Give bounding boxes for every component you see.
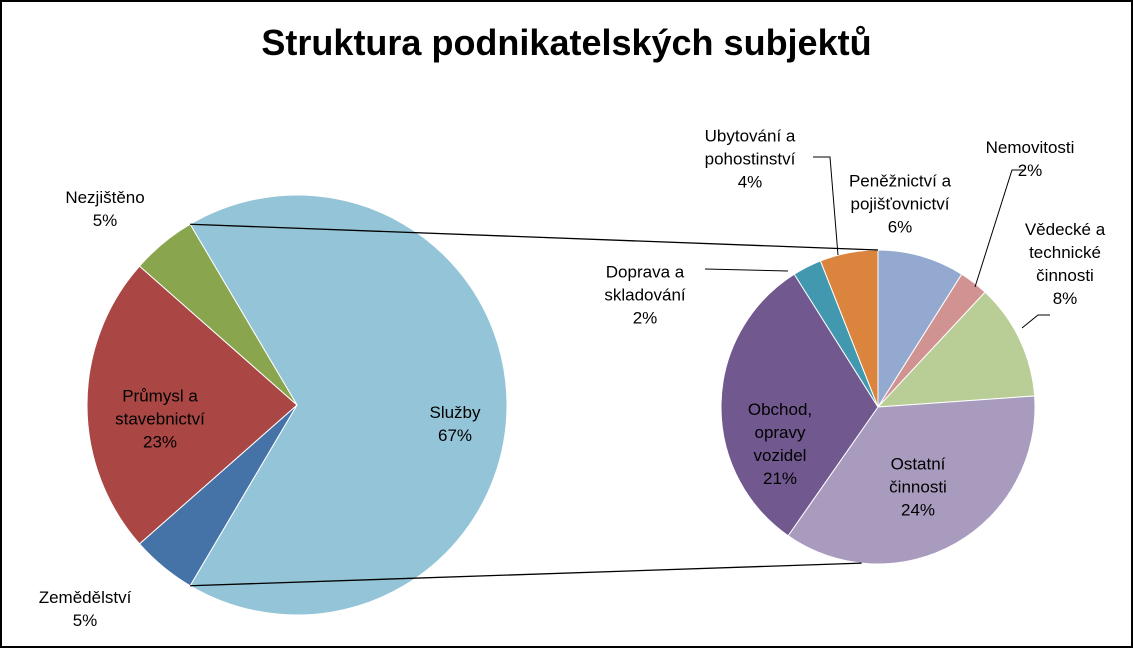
value-label: 67% <box>437 426 473 445</box>
category-label: Nemovitosti <box>985 138 1075 158</box>
pie-slice <box>877 249 963 409</box>
value-label: 21% <box>762 468 798 488</box>
data-label: Obchod, opravy vozidel 21% <box>735 399 825 491</box>
value-label: 24% <box>900 500 936 520</box>
value-label: 2% <box>632 308 658 328</box>
data-label: Vědecké a technické činnosti 8% <box>1015 219 1115 311</box>
category-label: Obchod, opravy vozidel <box>747 400 813 465</box>
value-label: 2% <box>1017 161 1043 180</box>
pie-slice <box>86 265 298 545</box>
data-label: Nemovitosti 2% <box>970 137 1090 183</box>
category-label: Služby <box>429 403 481 423</box>
value-label: 23% <box>142 432 178 452</box>
leader-line <box>813 156 839 256</box>
data-label: Ubytování a pohostinství 4% <box>685 126 815 195</box>
pie-slice <box>189 194 508 616</box>
value-label: 8% <box>1052 288 1078 308</box>
leader-line <box>1021 314 1050 329</box>
leader-line <box>974 169 1025 288</box>
connector-line <box>190 562 862 587</box>
data-label: Služby 67% <box>410 402 500 448</box>
category-label: Zemědělství <box>38 588 132 608</box>
pie-slice <box>787 395 1036 565</box>
data-label: Peněžnictví a pojišťovnictví 6% <box>820 171 980 240</box>
value-label: 6% <box>887 217 913 237</box>
data-label: Ostatní činnosti 24% <box>868 454 968 523</box>
category-label: Doprava a skladování <box>604 262 686 305</box>
pie-slice <box>876 291 1036 408</box>
value-label: 5% <box>72 611 98 630</box>
category-label: Peněžnictví a pojišťovnictví <box>848 171 952 214</box>
data-label: Doprava a skladování 2% <box>588 262 703 331</box>
value-label: 5% <box>92 211 118 230</box>
pie-slice <box>138 223 298 406</box>
data-label: Zemědělství 5% <box>15 587 155 633</box>
value-label: 4% <box>737 172 763 192</box>
pie-slice <box>720 273 879 537</box>
chart-title: Struktura podnikatelských subjektů <box>261 22 872 63</box>
data-label: Průmysl a stavebnictví 23% <box>90 386 230 455</box>
leader-line <box>704 268 789 272</box>
data-label: Nezjištěno 5% <box>45 187 165 233</box>
category-label: Ubytování a pohostinství <box>704 126 796 169</box>
category-label: Ostatní činnosti <box>889 454 947 497</box>
category-label: Průmysl a stavebnictví <box>115 386 205 429</box>
connector-line <box>190 223 879 251</box>
category-label: Nezjištěno <box>65 188 145 208</box>
category-label: Vědecké a technické činnosti <box>1024 220 1106 285</box>
